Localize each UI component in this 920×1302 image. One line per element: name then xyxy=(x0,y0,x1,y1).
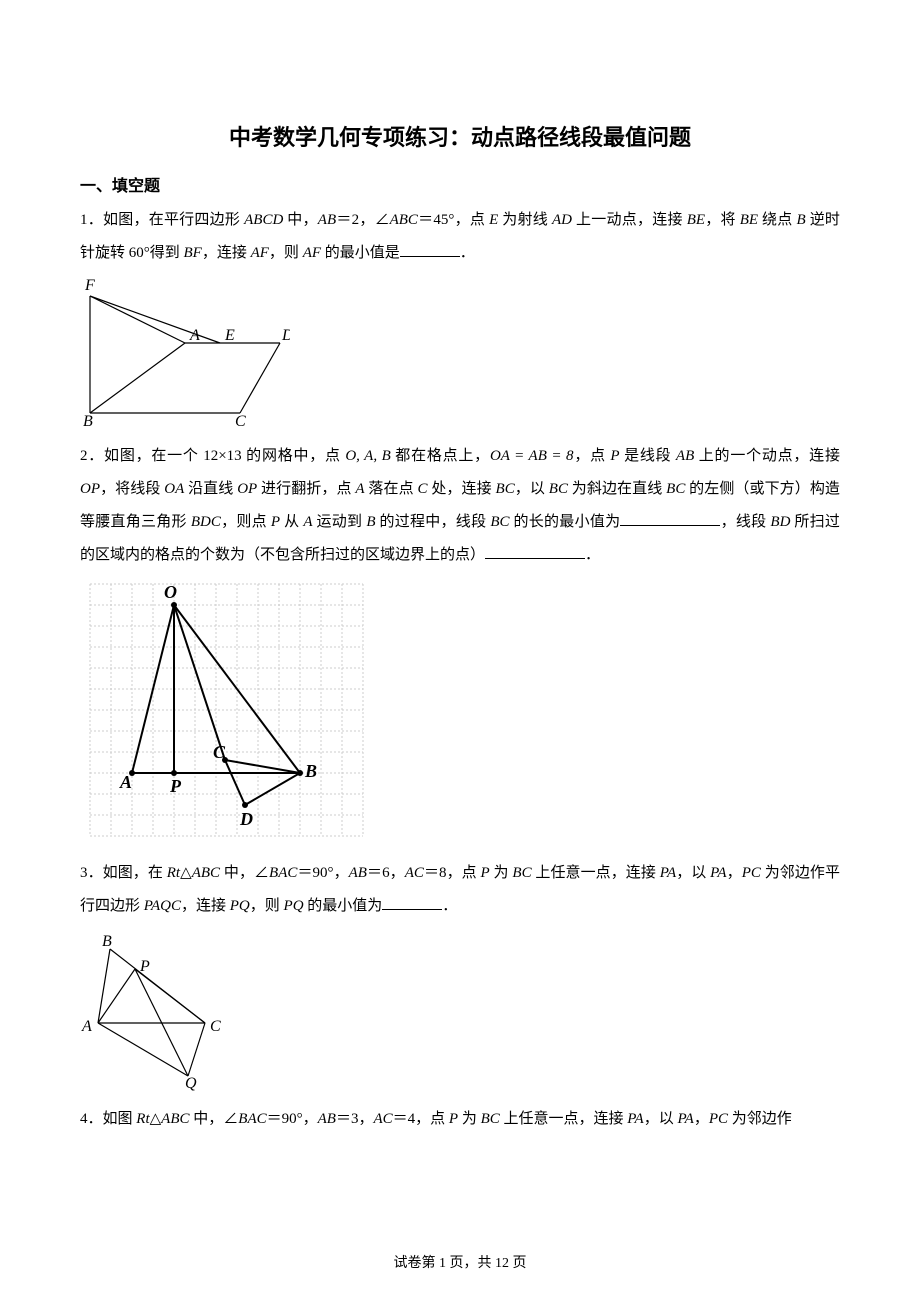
svg-text:O: O xyxy=(164,582,177,602)
svg-text:A: A xyxy=(81,1018,92,1035)
figure-2-svg: O A P C B D xyxy=(80,580,365,845)
problem-2: 2．如图，在一个 12×13 的网格中，点 O, A, B 都在格点上，OA =… xyxy=(80,440,840,572)
figure-3-svg: B P A C Q xyxy=(80,931,230,1091)
svg-text:D: D xyxy=(239,809,253,829)
blank-3 xyxy=(382,895,442,910)
svg-text:E: E xyxy=(224,327,235,344)
figure-2: O A P C B D xyxy=(80,580,840,845)
blank-2b xyxy=(485,544,585,559)
blank-2a xyxy=(620,511,720,526)
svg-text:Q: Q xyxy=(185,1075,197,1091)
svg-text:P: P xyxy=(169,776,182,796)
svg-text:P: P xyxy=(139,958,150,975)
problem-2-num: 2． xyxy=(80,448,104,464)
svg-text:C: C xyxy=(213,742,226,762)
section-header: 一、填空题 xyxy=(80,172,840,196)
problem-3-num: 3． xyxy=(80,865,103,881)
figure-1: F A E D B C xyxy=(80,278,840,428)
blank-1 xyxy=(400,242,460,257)
svg-text:B: B xyxy=(83,413,93,428)
svg-text:C: C xyxy=(235,413,246,428)
svg-text:B: B xyxy=(102,933,112,950)
problem-4-num: 4． xyxy=(80,1111,103,1127)
svg-text:A: A xyxy=(189,327,200,344)
svg-text:D: D xyxy=(281,327,290,344)
svg-text:C: C xyxy=(210,1018,221,1035)
page-title: 中考数学几何专项练习：动点路径线段最值问题 xyxy=(80,120,840,152)
problem-3: 3．如图，在 Rt△ABC 中，∠BAC＝90°，AB＝6，AC＝8，点 P 为… xyxy=(80,857,840,923)
problem-4: 4．如图 Rt△ABC 中，∠BAC＝90°，AB＝3，AC＝4，点 P 为 B… xyxy=(80,1103,840,1136)
problem-1-num: 1． xyxy=(80,212,103,228)
figure-1-svg: F A E D B C xyxy=(80,278,290,428)
svg-text:A: A xyxy=(119,772,132,792)
page-footer: 试卷第 1 页，共 12 页 xyxy=(0,1252,920,1272)
svg-text:B: B xyxy=(304,761,317,781)
svg-text:F: F xyxy=(84,278,95,294)
figure-3: B P A C Q xyxy=(80,931,840,1091)
problem-1: 1．如图，在平行四边形 ABCD 中，AB＝2，∠ABC＝45°，点 E 为射线… xyxy=(80,204,840,270)
